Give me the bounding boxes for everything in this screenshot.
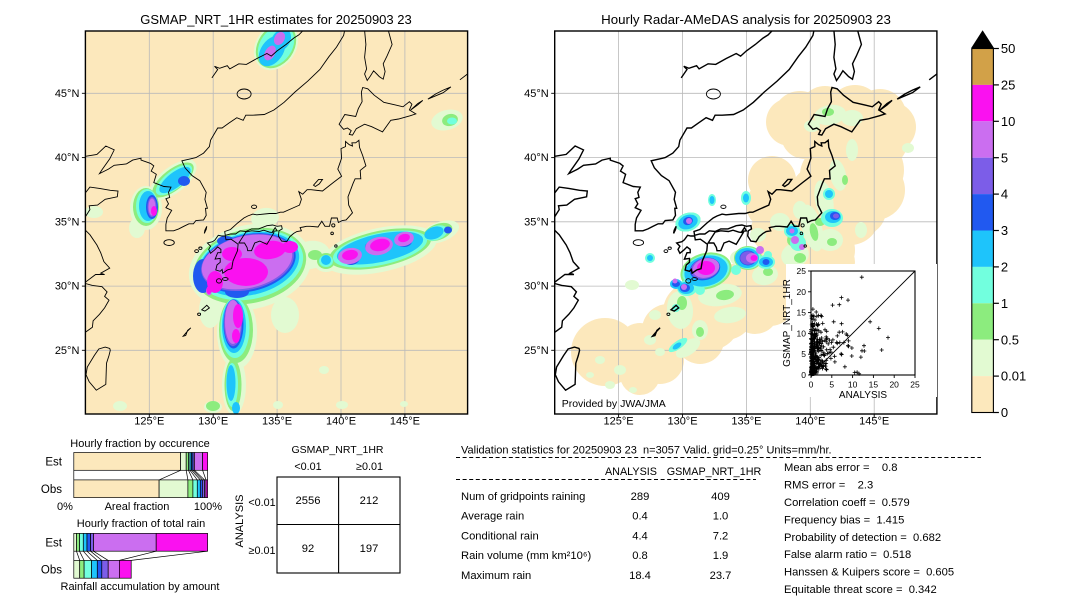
svg-text:40°N: 40°N — [524, 152, 549, 164]
svg-text:4.4: 4.4 — [632, 530, 648, 542]
svg-text:0.5: 0.5 — [1001, 332, 1019, 347]
svg-text:1.9: 1.9 — [713, 550, 729, 562]
svg-text:1: 1 — [1001, 296, 1008, 311]
svg-text:18.4: 18.4 — [629, 570, 651, 582]
svg-text:10: 10 — [1001, 114, 1015, 129]
svg-text:135°E: 135°E — [731, 416, 761, 428]
svg-text:15: 15 — [797, 308, 807, 318]
svg-text:≥0.01: ≥0.01 — [249, 545, 276, 557]
svg-text:Est: Est — [45, 457, 62, 469]
svg-text:Probability of detection = 0.: Probability of detection = 0.682 — [784, 532, 941, 544]
svg-text:Rain volume (mm km²10⁶): Rain volume (mm km²10⁶) — [461, 550, 591, 562]
svg-text:0: 0 — [801, 370, 806, 380]
svg-text:GSMAP_NRT_1HR: GSMAP_NRT_1HR — [782, 279, 793, 367]
svg-text:Areal fraction: Areal fraction — [105, 501, 170, 513]
svg-text:5: 5 — [801, 349, 806, 359]
svg-text:30°N: 30°N — [524, 281, 549, 293]
svg-text:2: 2 — [1001, 260, 1008, 275]
svg-text:145°E: 145°E — [390, 416, 420, 428]
svg-text:50: 50 — [1001, 41, 1015, 56]
svg-text:Hourly fraction by occurence: Hourly fraction by occurence — [70, 438, 209, 450]
svg-text:Hourly Radar-AMeDAS analysis f: Hourly Radar-AMeDAS analysis for 2025090… — [601, 12, 891, 27]
svg-text:Provided by JWA/JMA: Provided by JWA/JMA — [562, 398, 666, 410]
svg-text:0.8: 0.8 — [632, 550, 648, 562]
svg-text:45°N: 45°N — [55, 88, 80, 100]
svg-text:Validation statistics for 2025: Validation statistics for 20250903 23 n=… — [461, 445, 832, 457]
svg-text:ANALYSIS: ANALYSIS — [605, 466, 657, 478]
svg-text:135°E: 135°E — [262, 416, 292, 428]
svg-text:<0.01: <0.01 — [294, 461, 321, 473]
svg-text:20: 20 — [797, 287, 807, 297]
svg-text:<0.01: <0.01 — [248, 497, 275, 509]
svg-text:25: 25 — [797, 266, 807, 276]
svg-text:25: 25 — [910, 380, 920, 390]
svg-text:0: 0 — [1001, 405, 1008, 420]
svg-text:7.2: 7.2 — [713, 530, 729, 542]
svg-text:Correlation coeff = 0.579: Correlation coeff = 0.579 — [784, 497, 910, 509]
svg-text:Maximum rain: Maximum rain — [461, 570, 531, 582]
svg-text:Num of gridpoints raining: Num of gridpoints raining — [461, 491, 585, 503]
svg-text:5: 5 — [1001, 150, 1008, 165]
svg-text:Average rain: Average rain — [461, 511, 524, 523]
svg-text:10: 10 — [848, 380, 858, 390]
svg-text:Rainfall accumulation by amoun: Rainfall accumulation by amount — [61, 581, 220, 593]
svg-text:15: 15 — [869, 380, 879, 390]
svg-text:GSMAP_NRT_1HR estimates for 20: GSMAP_NRT_1HR estimates for 20250903 23 — [140, 12, 411, 27]
svg-text:3: 3 — [1001, 223, 1008, 238]
svg-text:409: 409 — [711, 491, 730, 503]
svg-text:212: 212 — [360, 495, 379, 507]
svg-text:140°E: 140°E — [326, 416, 356, 428]
svg-text:0: 0 — [809, 380, 814, 390]
svg-text:45°N: 45°N — [524, 88, 549, 100]
svg-text:5: 5 — [829, 380, 834, 390]
svg-text:Est: Est — [45, 537, 62, 549]
svg-text:197: 197 — [360, 543, 379, 555]
svg-text:GSMAP_NRT_1HR: GSMAP_NRT_1HR — [667, 466, 762, 478]
svg-text:92: 92 — [302, 543, 314, 555]
svg-text:20: 20 — [889, 380, 899, 390]
svg-text:Equitable threat score = 0.34: Equitable threat score = 0.342 — [784, 584, 937, 596]
svg-text:25: 25 — [1001, 78, 1015, 93]
svg-text:ANALYSIS: ANALYSIS — [839, 390, 887, 401]
svg-text:Obs: Obs — [41, 564, 62, 576]
svg-text:130°E: 130°E — [198, 416, 228, 428]
svg-text:1.0: 1.0 — [713, 511, 729, 523]
svg-text:145°E: 145°E — [859, 416, 889, 428]
svg-text:25°N: 25°N — [55, 345, 80, 357]
svg-text:≥0.01: ≥0.01 — [356, 461, 383, 473]
svg-text:Obs: Obs — [41, 484, 62, 496]
svg-text:GSMAP_NRT_1HR: GSMAP_NRT_1HR — [292, 444, 384, 456]
svg-text:Frequency bias = 1.415: Frequency bias = 1.415 — [784, 514, 904, 526]
svg-text:140°E: 140°E — [795, 416, 825, 428]
svg-text:10: 10 — [797, 328, 807, 338]
svg-text:40°N: 40°N — [55, 152, 80, 164]
svg-text:35°N: 35°N — [524, 216, 549, 228]
svg-text:False alarm ratio = 0.518: False alarm ratio = 0.518 — [784, 549, 911, 561]
svg-text:25°N: 25°N — [524, 345, 549, 357]
svg-text:Hanssen & Kuipers score = 0.6: Hanssen & Kuipers score = 0.605 — [784, 567, 954, 579]
svg-text:0.01: 0.01 — [1001, 369, 1026, 384]
svg-text:Conditional rain: Conditional rain — [461, 530, 539, 542]
svg-text:ANALYSIS: ANALYSIS — [234, 495, 246, 548]
svg-text:0.4: 0.4 — [632, 511, 648, 523]
svg-text:35°N: 35°N — [55, 216, 80, 228]
svg-text:Mean abs error = 0.8: Mean abs error = 0.8 — [784, 462, 898, 474]
svg-text:0%: 0% — [57, 501, 73, 513]
svg-text:RMS error = 2.3: RMS error = 2.3 — [784, 479, 873, 491]
svg-text:30°N: 30°N — [55, 281, 80, 293]
svg-text:125°E: 125°E — [134, 416, 164, 428]
svg-text:130°E: 130°E — [667, 416, 697, 428]
svg-text:125°E: 125°E — [604, 416, 634, 428]
svg-text:289: 289 — [631, 491, 650, 503]
svg-text:2556: 2556 — [296, 495, 321, 507]
svg-text:23.7: 23.7 — [710, 570, 732, 582]
svg-text:4: 4 — [1001, 187, 1008, 202]
svg-text:Hourly fraction of total rain: Hourly fraction of total rain — [77, 518, 205, 530]
svg-text:100%: 100% — [194, 501, 222, 513]
